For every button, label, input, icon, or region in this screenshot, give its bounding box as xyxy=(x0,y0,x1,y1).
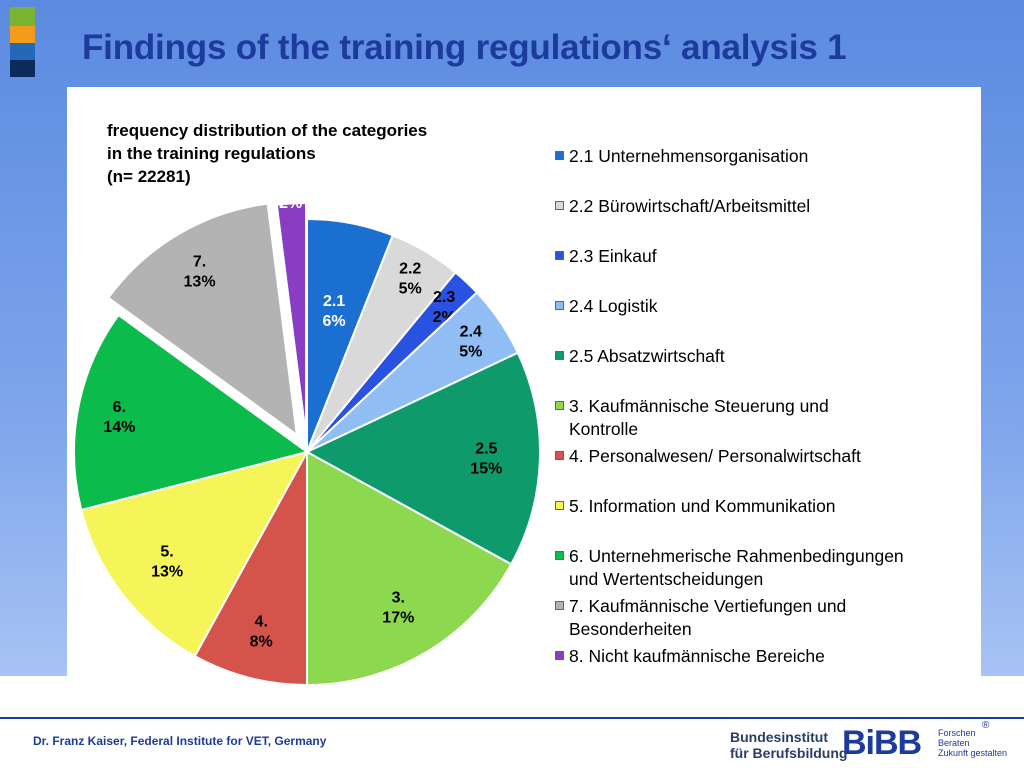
legend-item: 3. Kaufmännische Steuerung und Kontrolle xyxy=(555,395,980,441)
slice-label: 2.2 xyxy=(399,261,421,278)
logo-line1: Bundesinstitut xyxy=(730,729,828,745)
legend-label: 5. Information und Kommunikation xyxy=(569,496,836,516)
legend-swatch xyxy=(555,651,564,660)
pie-slice xyxy=(106,202,299,437)
slice-label: 6. xyxy=(113,399,126,416)
slice-percent: 13% xyxy=(151,564,183,581)
legend-item: 2.4 Logistik xyxy=(555,295,980,318)
registered-mark: ® xyxy=(982,720,990,731)
deco-square-blue xyxy=(10,43,35,60)
legend-swatch xyxy=(555,201,564,210)
slice-percent: 14% xyxy=(103,419,135,436)
legend-label: 2.1 Unternehmensorganisation xyxy=(569,146,809,166)
slice-percent: 13% xyxy=(184,273,216,290)
legend-label: 8. Nicht kaufmännische Bereiche xyxy=(569,646,825,666)
slice-label: 5. xyxy=(160,544,173,561)
legend-label: 6. Unternehmerische Rahmenbedingungen xyxy=(569,546,904,566)
footer-author: Dr. Franz Kaiser, Federal Institute for … xyxy=(33,734,327,748)
footer-divider xyxy=(0,717,1024,719)
logo-line2: für Berufsbildung xyxy=(730,745,848,761)
legend-label: Besonderheiten xyxy=(569,619,692,639)
slice-label: 2.5 xyxy=(475,441,497,458)
bibb-logo: Bundesinstitut für Berufsbildung BiBB Fo… xyxy=(730,720,1024,768)
slice-label: 2.3 xyxy=(433,289,455,306)
legend-item: 2.3 Einkauf xyxy=(555,245,980,268)
legend-label: 2.3 Einkauf xyxy=(569,246,657,266)
logo-tag1: Forschen xyxy=(938,728,976,738)
legend-swatch xyxy=(555,151,564,160)
logo-tagline: Forschen Beraten Zukunft gestalten xyxy=(938,728,1007,758)
slice-percent: 15% xyxy=(470,461,502,478)
logo-tag3: Zukunft gestalten xyxy=(938,748,1008,758)
legend-item: 5. Information und Kommunikation xyxy=(555,495,980,518)
legend-label: 2.5 Absatzwirtschaft xyxy=(569,346,725,366)
legend-label: 2.2 Bürowirtschaft/Arbeitsmittel xyxy=(569,196,811,216)
slice-percent: 5% xyxy=(459,344,482,361)
slide-title: Findings of the training regulations‘ an… xyxy=(82,28,847,67)
legend-label: 4. Personalwesen/ Personalwirtschaft xyxy=(569,446,861,466)
deco-square-orange xyxy=(10,26,35,43)
legend-item: 2.2 Bürowirtschaft/Arbeitsmittel xyxy=(555,195,980,218)
legend-swatch xyxy=(555,301,564,310)
slice-percent: 8% xyxy=(250,633,273,650)
slice-label: 4. xyxy=(255,613,268,630)
legend-item: 6. Unternehmerische Rahmenbedingungen und… xyxy=(555,545,980,591)
legend-swatch xyxy=(555,401,564,410)
legend-swatch xyxy=(555,351,564,360)
logo-mark: BiBB xyxy=(842,724,922,762)
pie-slice xyxy=(193,451,308,687)
legend-item: 2.5 Absatzwirtschaft xyxy=(555,345,980,368)
legend-item: 2.1 Unternehmensorganisation xyxy=(555,145,980,168)
slice-percent: 6% xyxy=(323,313,346,330)
deco-square-green xyxy=(10,7,35,26)
slice-percent: 17% xyxy=(382,609,414,626)
pie-slice xyxy=(73,313,310,512)
legend-label: 3. Kaufmännische Steuerung und xyxy=(569,396,829,416)
chart-subtitle-line: frequency distribution of the categories xyxy=(107,121,428,140)
slice-label: 8. xyxy=(284,175,297,192)
legend-swatch xyxy=(555,451,564,460)
deco-square-navy xyxy=(10,60,35,77)
legend-label: und Wertentscheidungen xyxy=(569,569,764,589)
legend-item: 8. Nicht kaufmännische Bereiche xyxy=(555,645,980,668)
chart-panel: 2.1 6% 2.2 5% 2.3 2% 2.4 5% 2.5 15% 3. 17% 4. 8% 5. 13%… xyxy=(67,87,981,705)
legend-swatch xyxy=(555,501,564,510)
legend-swatch xyxy=(555,601,564,610)
chart-subtitle-line: in the training regulations xyxy=(107,144,316,163)
logo-text: Bundesinstitut für Berufsbildung xyxy=(730,729,847,761)
legend-label: 2.4 Logistik xyxy=(569,296,658,316)
legend-item: 4. Personalwesen/ Personalwirtschaft xyxy=(555,445,980,468)
chart-subtitle-line: (n= 22281) xyxy=(107,167,191,186)
pie-slice xyxy=(80,450,309,658)
legend-label: Kontrolle xyxy=(569,419,639,439)
slice-label: 2.1 xyxy=(323,293,345,310)
legend-label: 7. Kaufmännische Vertiefungen und xyxy=(569,596,847,616)
legend-swatch xyxy=(555,551,564,560)
slice-label: 2.4 xyxy=(460,324,482,341)
slice-label: 7. xyxy=(193,253,206,270)
pie-slice xyxy=(275,202,307,437)
slice-label: 3. xyxy=(392,589,405,606)
logo-tag2: Beraten xyxy=(938,738,970,748)
pie-slice xyxy=(306,450,513,687)
chart-subtitle: frequency distribution of the categories… xyxy=(107,119,527,188)
pie-slice xyxy=(304,351,541,566)
pie-chart: 2.1 6% 2.2 5% 2.3 2% 2.4 5% 2.5 15% 3. 17% 4. 8% 5. 13%… xyxy=(73,175,541,687)
legend-item: 7. Kaufmännische Vertiefungen und Besonde… xyxy=(555,595,980,641)
slice-percent: 5% xyxy=(399,281,422,298)
slice-percent: 2% xyxy=(279,195,302,212)
legend-swatch xyxy=(555,251,564,260)
